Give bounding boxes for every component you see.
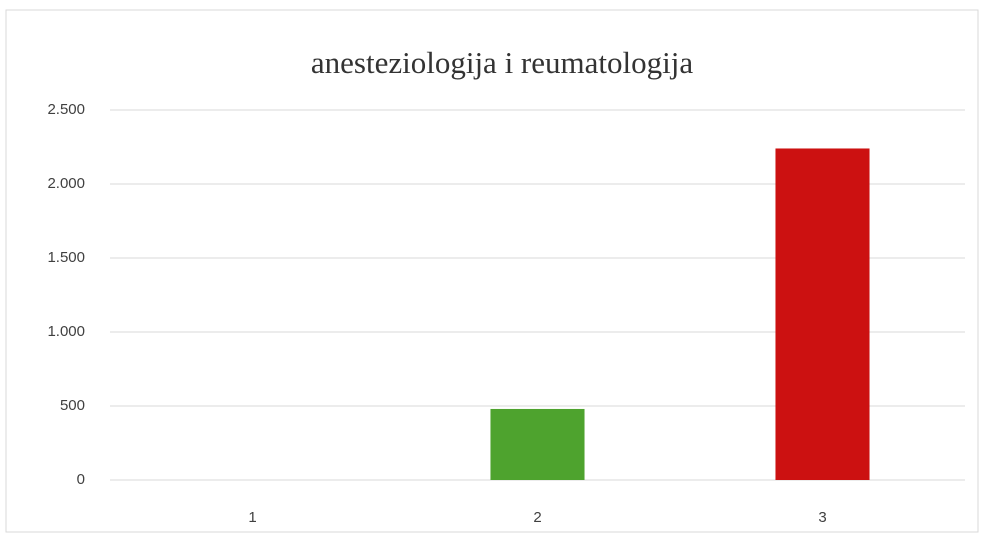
x-tick-label: 3 [818, 509, 826, 526]
y-tick-label: 500 [60, 397, 85, 414]
bar [490, 408, 585, 480]
y-tick-label: 2.000 [47, 175, 85, 192]
x-tick-label: 1 [248, 509, 256, 526]
y-tick-label: 1.500 [47, 249, 85, 266]
y-tick-label: 0 [77, 471, 85, 488]
x-tick-label: 2 [533, 509, 541, 526]
bar [775, 148, 870, 481]
y-tick-label: 1.000 [47, 323, 85, 340]
chart-title: anesteziologija i reumatologija [311, 45, 693, 80]
y-tick-label: 2.500 [47, 101, 85, 118]
